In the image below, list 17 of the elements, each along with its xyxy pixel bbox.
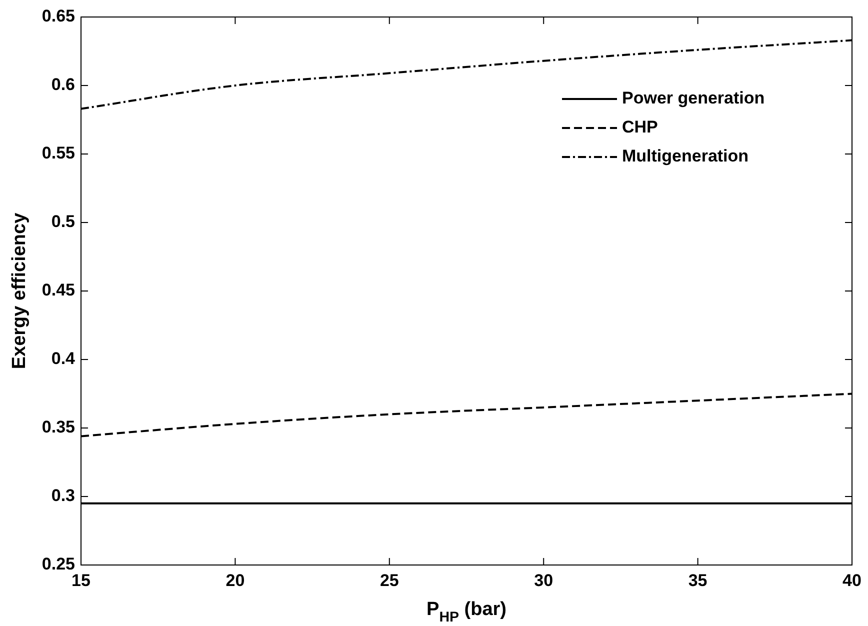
y-tick-label: 0.3 [51, 486, 75, 506]
y-tick-label: 0.45 [42, 280, 75, 300]
y-tick-label: 0.5 [51, 212, 75, 232]
y-tick-label: 0.65 [42, 6, 75, 26]
y-tick-label: 0.6 [51, 75, 75, 94]
legend-label: Power generation [622, 88, 765, 108]
x-tick-label: 40 [842, 570, 862, 590]
x-tick-label: 20 [226, 570, 245, 590]
legend-label: CHP [622, 118, 658, 137]
y-tick-label: 0.55 [42, 144, 75, 163]
y-tick-label: 0.4 [51, 349, 76, 368]
y-axis-title: Exergy efficiency [9, 212, 30, 370]
y-tick-label: 0.35 [42, 418, 75, 437]
legend-label: Multigeneration [622, 146, 749, 166]
x-tick-label: 25 [380, 570, 399, 590]
x-tick-label: 35 [688, 570, 708, 590]
x-tick-label: 30 [534, 570, 554, 590]
